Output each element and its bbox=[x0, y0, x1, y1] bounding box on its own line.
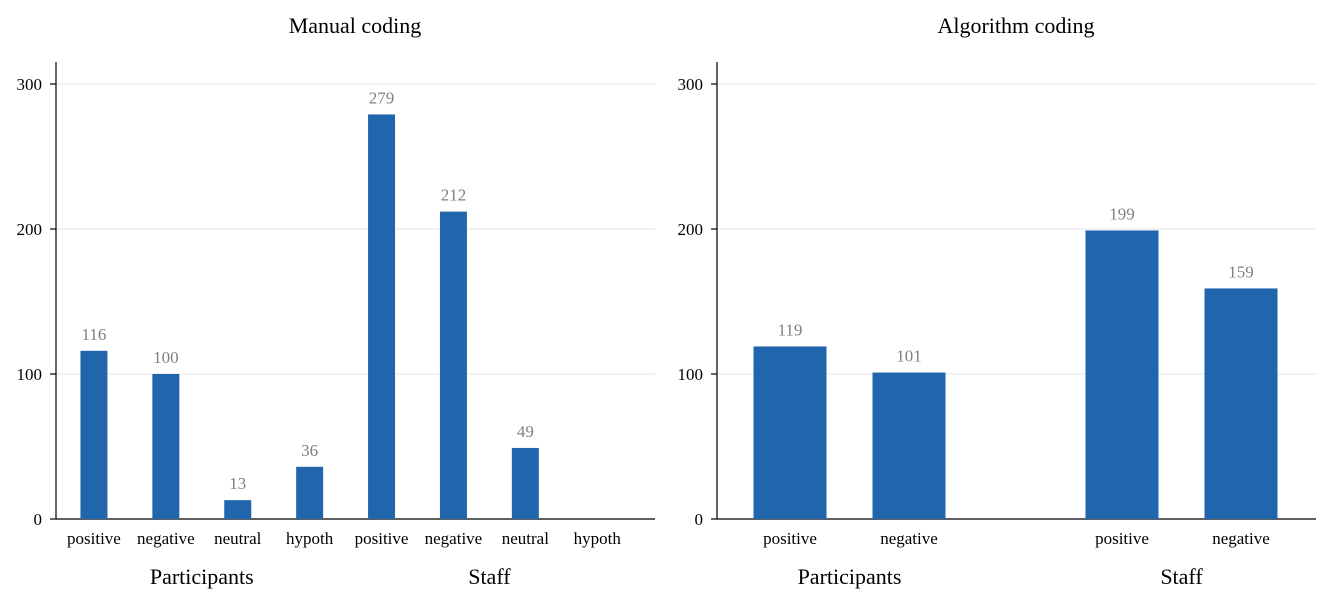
bar bbox=[80, 350, 108, 519]
bar bbox=[1085, 230, 1159, 519]
y-tick-label: 300 bbox=[17, 75, 43, 94]
bar bbox=[872, 372, 946, 519]
x-category-label: neutral bbox=[214, 529, 261, 548]
x-category-label: negative bbox=[1212, 529, 1270, 548]
bar bbox=[1204, 288, 1278, 519]
bar bbox=[439, 211, 467, 519]
x-group-label: Staff bbox=[1160, 564, 1203, 589]
x-category-label: positive bbox=[355, 529, 409, 548]
bar-value-label: 13 bbox=[229, 474, 246, 493]
x-category-label: negative bbox=[425, 529, 483, 548]
x-category-label: negative bbox=[880, 529, 938, 548]
x-category-label: hypoth bbox=[574, 529, 622, 548]
bar-value-label: 212 bbox=[441, 186, 467, 205]
bar bbox=[224, 500, 252, 519]
bar bbox=[368, 114, 396, 519]
x-category-label: negative bbox=[137, 529, 195, 548]
x-category-label: neutral bbox=[502, 529, 549, 548]
bar-value-label: 49 bbox=[517, 422, 534, 441]
bar-value-label: 119 bbox=[778, 320, 803, 339]
x-category-label: positive bbox=[67, 529, 121, 548]
bar bbox=[511, 447, 539, 519]
x-group-label: Participants bbox=[798, 564, 902, 589]
y-tick-label: 100 bbox=[17, 365, 43, 384]
bar bbox=[753, 346, 827, 519]
x-category-label: hypoth bbox=[286, 529, 334, 548]
y-tick-label: 200 bbox=[17, 220, 43, 239]
bar-value-label: 36 bbox=[301, 441, 318, 460]
chart-title: Manual coding bbox=[289, 13, 422, 38]
x-category-label: positive bbox=[763, 529, 817, 548]
bar-value-label: 101 bbox=[896, 347, 922, 366]
bar-value-label: 279 bbox=[369, 88, 395, 107]
y-tick-label: 300 bbox=[678, 75, 704, 94]
y-tick-label: 200 bbox=[678, 220, 704, 239]
algorithm-coding-chart: Algorithm coding 0 100 200 300 119 positive 101… bbox=[678, 13, 1316, 589]
y-tick-label: 0 bbox=[34, 510, 43, 529]
algorithm-coding-panel: Algorithm coding 0 100 200 300 119 positive 101… bbox=[661, 0, 1322, 589]
bar-value-label: 159 bbox=[1228, 262, 1254, 281]
x-group-label: Staff bbox=[468, 564, 511, 589]
bar bbox=[152, 374, 180, 519]
x-group-label: Participants bbox=[150, 564, 254, 589]
manual-coding-chart: Manual coding 0 100 200 300 116 positive 100 neg… bbox=[17, 13, 655, 589]
bar-value-label: 199 bbox=[1109, 204, 1135, 223]
manual-coding-panel: Manual coding 0 100 200 300 116 positive 100 neg… bbox=[0, 0, 661, 589]
y-tick-label: 100 bbox=[678, 365, 704, 384]
bar-value-label: 100 bbox=[153, 348, 179, 367]
bar bbox=[296, 466, 324, 519]
chart-title: Algorithm coding bbox=[937, 13, 1094, 38]
bar-value-label: 116 bbox=[82, 325, 107, 344]
x-category-label: positive bbox=[1095, 529, 1149, 548]
y-tick-label: 0 bbox=[695, 510, 704, 529]
